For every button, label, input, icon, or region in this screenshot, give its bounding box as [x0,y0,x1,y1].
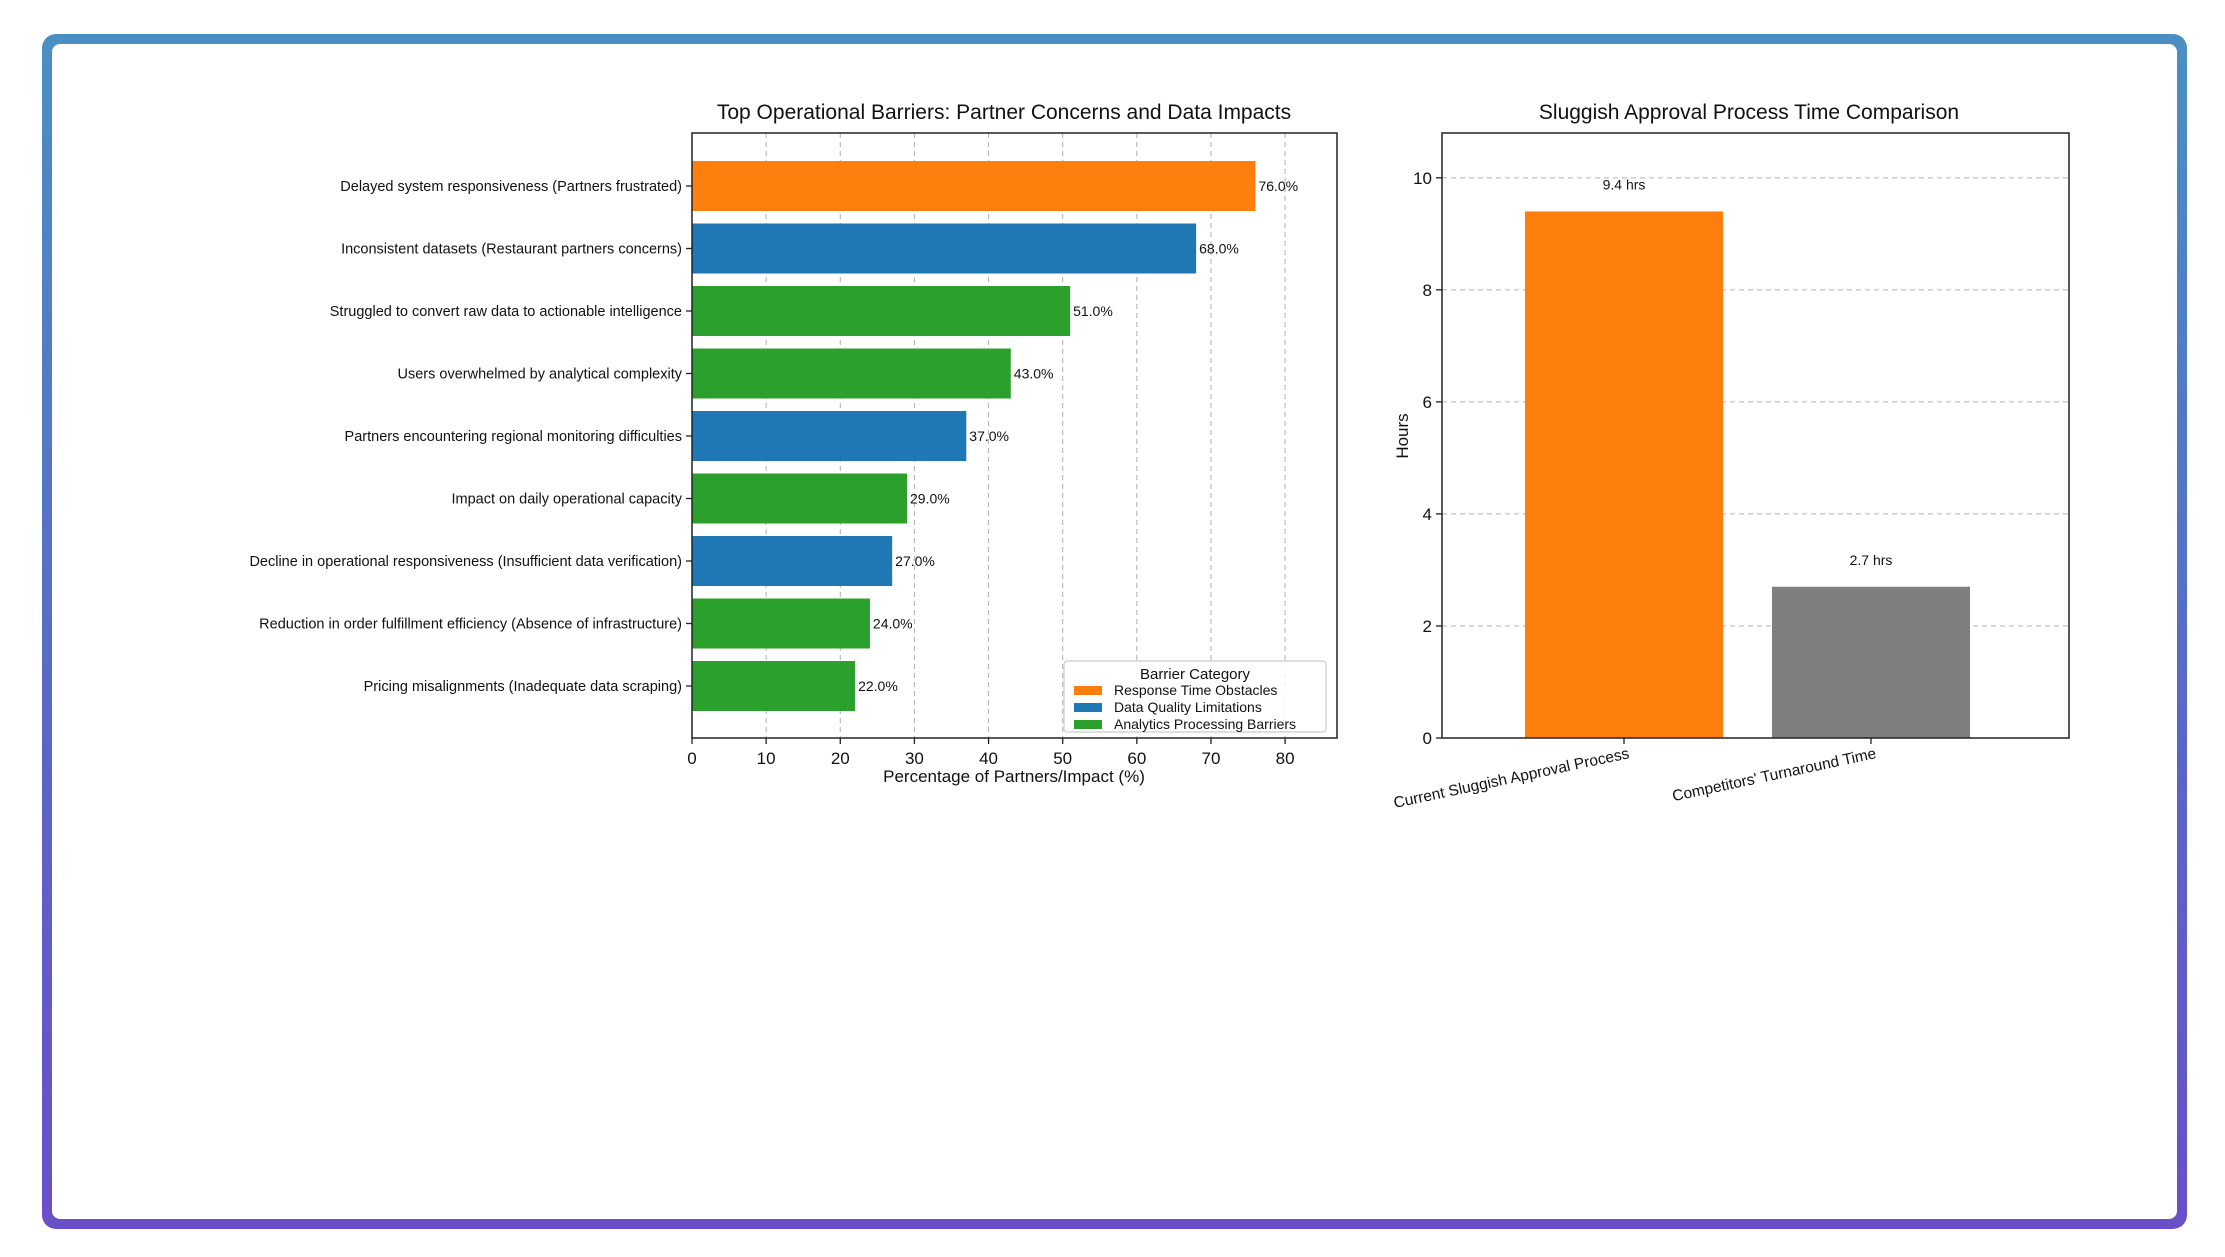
category-label: Partners encountering regional monitorin… [345,429,682,445]
legend-swatch-response [1074,686,1102,695]
category-label: Inconsistent datasets (Restaurant partne… [341,242,682,258]
bar-value-label: 9.4 hrs [1603,176,1646,192]
bar [692,161,1256,211]
y-tick-label: 8 [1423,281,1432,300]
bar-value-label: 76.0% [1258,178,1298,194]
chart-panel: Top Operational Barriers: Partner Concer… [52,44,2177,1219]
x-tick-label: 60 [1127,749,1146,768]
bar [692,286,1071,336]
category-label: Delayed system responsiveness (Partners … [340,179,682,195]
barriers-x-ticks: 0 10 20 30 40 50 60 70 80 [687,738,1295,768]
legend-label-response: Response Time Obstacles [1114,682,1277,698]
x-tick-label: 50 [1053,749,1072,768]
barriers-chart-title: Top Operational Barriers: Partner Concer… [717,101,1291,124]
bar [692,223,1197,274]
bar [692,348,1011,399]
x-tick-label: 20 [831,749,850,768]
approval-chart: Sluggish Approval Process Time Compariso… [1392,101,2070,812]
category-label: Impact on daily operational capacity [451,492,682,508]
bar [692,411,967,461]
bar [692,661,856,711]
y-tick-label: 6 [1423,393,1432,412]
bar [692,473,907,524]
approval-category-labels: Current Sluggish Approval Process Competi… [1392,738,1878,812]
bar [1772,586,1970,738]
bar [692,598,870,649]
category-label: Reduction in order fulfillment efficienc… [259,617,682,633]
x-tick-label: 0 [687,749,696,768]
y-tick-label: 10 [1413,169,1432,188]
legend-label-analytics: Analytics Processing Barriers [1114,716,1296,732]
approval-y-ticks: 0 2 4 6 8 10 [1413,169,1442,748]
category-label: Users overwhelmed by analytical complexi… [398,367,683,383]
x-tick-label: 30 [905,749,924,768]
legend-label-data-quality: Data Quality Limitations [1114,699,1262,715]
bar [692,536,893,586]
legend-title: Barrier Category [1140,666,1251,683]
barriers-category-labels: Delayed system responsiveness (Partners … [249,179,692,695]
bar-value-label: 27.0% [895,553,935,569]
approval-bars [1525,211,1970,739]
category-label: Competitors' Turnaround Time [1671,745,1878,805]
legend-swatch-analytics [1074,720,1102,729]
x-tick-label: 40 [979,749,998,768]
category-label: Decline in operational responsiveness (I… [249,554,682,570]
approval-y-axis-label: Hours [1393,413,1412,458]
bar-value-label: 43.0% [1014,366,1054,382]
category-label: Current Sluggish Approval Process [1392,745,1631,812]
barriers-chart: Top Operational Barriers: Partner Concer… [249,101,1338,786]
gradient-frame: Top Operational Barriers: Partner Concer… [42,34,2187,1229]
bar-value-label: 51.0% [1073,303,1113,319]
y-tick-label: 2 [1423,617,1432,636]
barriers-x-axis-label: Percentage of Partners/Impact (%) [883,767,1145,786]
barriers-value-labels: 76.0% 68.0% 51.0% 43.0% 37.0% 29.0% 27.0% 24.0%… [858,178,1298,694]
chart-figure: Top Operational Barriers: Partner Concer… [249,101,2070,812]
x-tick-label: 80 [1276,749,1295,768]
bar-value-label: 24.0% [873,616,913,632]
barriers-plot-frame [691,132,1338,739]
x-tick-label: 70 [1202,749,1221,768]
barriers-bars [692,161,1256,711]
bar-value-label: 37.0% [969,428,1009,444]
approval-plot-frame [1441,132,2070,739]
legend-box [1063,660,1327,733]
approval-chart-title: Sluggish Approval Process Time Compariso… [1539,101,1959,124]
bar [1525,211,1723,739]
bar-value-label: 2.7 hrs [1850,552,1893,568]
bar-value-label: 68.0% [1199,241,1239,257]
x-tick-label: 10 [757,749,776,768]
y-tick-label: 0 [1423,729,1432,748]
y-tick-label: 4 [1423,505,1432,524]
barriers-legend: Barrier Category Response Time Obstacles… [1063,660,1327,733]
approval-value-labels: 9.4 hrs 2.7 hrs [1603,176,1893,567]
category-label: Pricing misalignments (Inadequate data s… [364,679,682,695]
legend-swatch-data-quality [1074,703,1102,712]
category-label: Struggled to convert raw data to actiona… [330,304,682,320]
bar-value-label: 29.0% [910,491,950,507]
bar-value-label: 22.0% [858,678,898,694]
